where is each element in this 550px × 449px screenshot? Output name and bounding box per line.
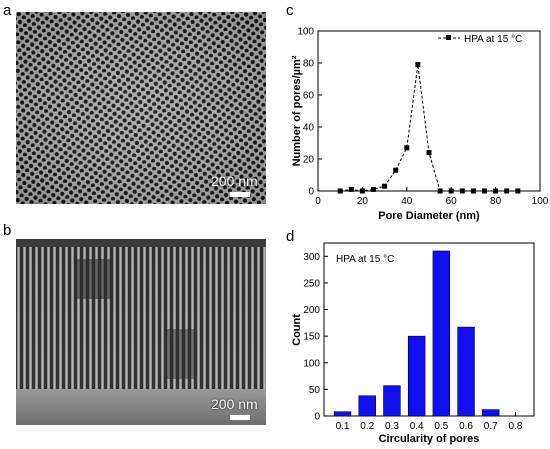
chart-d-xtick-label: 0.5 xyxy=(434,421,448,432)
chart-c-point xyxy=(404,145,410,151)
chart-c-xtick-label: 0 xyxy=(315,196,321,207)
chart-d-xtick-label: 0.8 xyxy=(509,421,523,432)
chart-d-ytick-label: 250 xyxy=(303,278,320,289)
chart-d-ytick-label: 300 xyxy=(303,252,320,263)
chart-c-ytick-label: 80 xyxy=(303,59,315,70)
chart-c-ytick-label: 20 xyxy=(303,155,315,166)
chart-c-point xyxy=(437,188,443,194)
panel-label-d: d xyxy=(286,228,295,245)
chart-c-point xyxy=(359,188,365,194)
chart-c-point xyxy=(515,188,521,194)
chart-c-point xyxy=(459,188,465,194)
chart-c-legend: HPA at 15 °C xyxy=(438,34,522,45)
chart-d-ytick-label: 150 xyxy=(303,332,320,343)
chart-c-series-line xyxy=(340,64,518,192)
chart-c-point xyxy=(415,62,421,68)
chart-d-bar xyxy=(407,335,426,417)
chart-c-marks xyxy=(337,62,521,194)
sem-cross-section-image: 200 nm xyxy=(16,239,266,425)
chart-d-ylabel: Count xyxy=(291,314,303,346)
chart-c-point xyxy=(504,188,510,194)
panel-label-c: c xyxy=(286,2,294,19)
chart-d-xtick-label: 0.4 xyxy=(410,421,424,432)
chart-c-point xyxy=(382,183,388,189)
panel-label-b: b xyxy=(3,222,12,239)
scale-bar-label-bottom: 200 nm xyxy=(211,396,258,412)
chart-d-frame xyxy=(323,242,535,417)
chart-c-ylabel: Number of pores/µm² xyxy=(291,55,303,166)
chart-c-xtick-label: 60 xyxy=(446,196,458,207)
chart-c-xtick-label: 40 xyxy=(401,196,413,207)
chart-c-ytick-label: 100 xyxy=(297,27,314,38)
chart-c-point xyxy=(493,188,499,194)
chart-c-xtick-label: 80 xyxy=(490,196,502,207)
chart-c-point xyxy=(348,186,354,192)
chart-c-point xyxy=(393,167,399,173)
chart-c-point xyxy=(337,188,343,194)
chart-c-xlabel: Pore Diameter (nm) xyxy=(378,210,480,222)
chart-d-bar xyxy=(358,395,376,417)
circularity-histogram: HPA at 15 °C 0 50 100 150 200 250 300 0.1 0.2 0.3… xyxy=(291,242,535,445)
chart-c-point xyxy=(448,188,454,194)
chart-d-ticks: 0 50 100 150 200 250 300 0.1 0.2 0.3 0.4 0.5 0.6 0.7 0… xyxy=(303,252,523,432)
chart-d-bars xyxy=(333,250,500,417)
nanochannel-graphic xyxy=(16,239,266,425)
chart-c-ytick-label: 40 xyxy=(303,123,315,134)
chart-d-ytick-label: 50 xyxy=(309,385,321,396)
chart-d-xtick-label: 0.1 xyxy=(336,421,350,432)
pore-diameter-chart: 0 20 40 60 80 100 0 20 40 60 80 100 HPA at 15 °C Po… xyxy=(291,27,549,223)
chart-d-ytick-label: 0 xyxy=(314,412,320,423)
chart-d-annotation: HPA at 15 °C xyxy=(336,254,394,265)
chart-c-frame xyxy=(317,30,541,192)
chart-c-point xyxy=(426,150,432,156)
chart-d-bar xyxy=(432,250,451,417)
chart-d-bar xyxy=(383,385,401,417)
chart-d-bar xyxy=(333,411,352,417)
scale-bar-bottom xyxy=(230,415,250,420)
chart-d-xtick-label: 0.7 xyxy=(484,421,498,432)
chart-c-xtick-label: 100 xyxy=(532,196,549,207)
chart-d-ytick-label: 100 xyxy=(303,358,320,369)
chart-d-bar xyxy=(457,326,475,417)
chart-c-point xyxy=(371,186,376,192)
chart-c-ytick-label: 0 xyxy=(308,187,314,198)
sem-top-view-image: 200 nm xyxy=(16,12,266,204)
scale-bar-top xyxy=(230,192,250,197)
chart-c-ytick-label: 60 xyxy=(303,91,315,102)
chart-c-point xyxy=(482,188,487,194)
chart-c-legend-label: HPA at 15 °C xyxy=(464,34,522,45)
pore-array-graphic xyxy=(16,12,266,204)
chart-c-xtick-label: 20 xyxy=(357,196,369,207)
chart-d-xtick-label: 0.6 xyxy=(459,421,473,432)
chart-c-ticks: 0 20 40 60 80 100 0 20 40 60 80 100 xyxy=(297,27,548,208)
chart-c-legend-marker xyxy=(446,35,451,40)
chart-d-xlabel: Circularity of pores xyxy=(379,433,480,445)
chart-c-point xyxy=(470,188,476,194)
scale-bar-label-top: 200 nm xyxy=(211,173,258,189)
chart-d-ytick-label: 200 xyxy=(303,305,320,316)
chart-d-bar xyxy=(482,409,500,417)
chart-d-xtick-label: 0.3 xyxy=(385,421,399,432)
chart-d-xtick-label: 0.2 xyxy=(360,421,374,432)
panel-label-a: a xyxy=(3,2,12,19)
